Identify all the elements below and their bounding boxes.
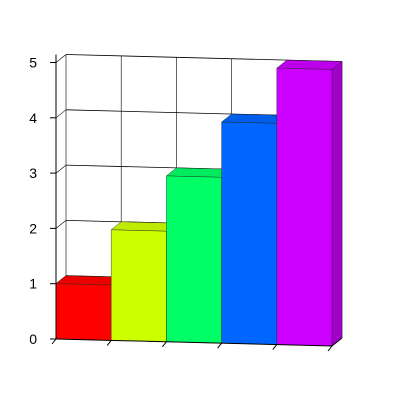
y-tick-label: 3 [29, 165, 37, 181]
y-tick-label: 2 [29, 220, 37, 236]
bar-front [166, 175, 222, 344]
x-tick [162, 341, 167, 348]
y-tick-label: 5 [29, 55, 37, 71]
x-axis-line [55, 338, 333, 347]
y-tick-label: 4 [29, 110, 37, 126]
side-wall-line [55, 164, 67, 174]
side-wall-line [55, 109, 67, 119]
bar-front [221, 121, 277, 345]
bar-top [276, 59, 343, 70]
bar-front [110, 229, 167, 343]
bar [276, 59, 343, 347]
y-tick-label: 0 [29, 331, 37, 347]
bars-layer [55, 59, 343, 347]
x-tick [106, 340, 112, 346]
x-tick [217, 342, 222, 349]
y-tick-label: 1 [29, 276, 37, 292]
x-tick [327, 345, 333, 352]
x-tick [51, 338, 57, 345]
side-wall-line [55, 54, 67, 63]
x-tick [272, 344, 278, 350]
bar-front [276, 67, 333, 347]
axis-layer: 0 1 2 3 4 5 [29, 54, 343, 352]
depth-edge [331, 337, 343, 347]
bar-front [55, 283, 112, 341]
side-wall-line [55, 220, 67, 229]
bar-side [331, 61, 343, 347]
